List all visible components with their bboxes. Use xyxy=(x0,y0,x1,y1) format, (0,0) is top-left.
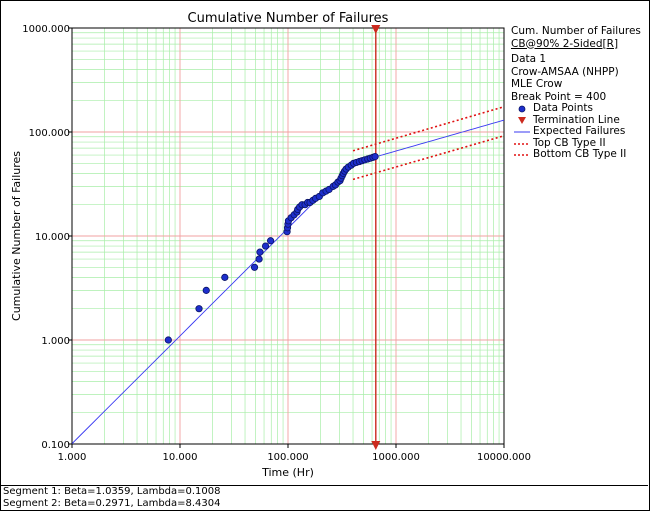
legend-subtitle: CB@90% 2-Sided[R] xyxy=(511,37,619,50)
series-layer xyxy=(72,25,505,450)
bottom-cb-line xyxy=(352,134,505,181)
legend-info-method: MLE Crow xyxy=(511,78,563,90)
data-point xyxy=(266,237,275,245)
marker-icon xyxy=(518,105,526,113)
y-axis-label: Cumulative Number of Failures xyxy=(10,151,23,321)
data-markers xyxy=(164,153,379,344)
data-point xyxy=(255,255,263,263)
x-tick-label: 10.000 xyxy=(163,452,198,463)
legend-info-model: Crow-AMSAA (NHPP) xyxy=(511,65,619,78)
y-tick-label: 0.100 xyxy=(41,440,70,451)
plot-area: 1.000 10.000 100.000 1000.000 10000.000 0.100… xyxy=(10,11,531,479)
legend-label: Top CB Type II xyxy=(533,136,606,149)
legend-label: Termination Line xyxy=(533,113,620,126)
legend-entry-bottom-cb: Bottom CB Type II xyxy=(511,148,649,161)
triangle-down-icon xyxy=(518,116,526,124)
data-point xyxy=(256,248,264,256)
legend-label: Expected Failures xyxy=(533,125,626,137)
data-point xyxy=(195,305,203,313)
status-panel: Segment 1: Beta=1.0359, Lambda=0.1008 Se… xyxy=(0,485,648,511)
chart-title: Cumulative Number of Failures xyxy=(188,11,389,26)
segment-1-text: Segment 1: Beta=1.0359, Lambda=0.1008 xyxy=(3,486,221,497)
legend-title: Cum. Number of Failures xyxy=(511,25,641,37)
legend-entry-termination-line: Termination Line xyxy=(511,113,649,127)
dotted-line-icon xyxy=(514,142,530,145)
line-icon xyxy=(514,131,530,133)
legend-label: Bottom CB Type II xyxy=(533,148,627,160)
data-point xyxy=(261,242,270,250)
dotted-line-icon xyxy=(514,154,530,156)
legend-entry-top-cb: Top CB Type II xyxy=(511,136,649,150)
termination-marker-top xyxy=(371,25,381,34)
y-tick-label: 1000.000 xyxy=(22,24,70,35)
legend-entry-data-points: Data Points xyxy=(511,102,649,115)
legend-info-data: Data 1 xyxy=(511,53,547,65)
data-point xyxy=(250,263,259,271)
y-tick-label: 100.000 xyxy=(29,128,70,139)
data-point xyxy=(371,153,379,161)
expected-failures-segment xyxy=(72,162,354,444)
termination-marker-bottom xyxy=(371,441,381,450)
y-tick-label: 1.000 xyxy=(41,336,70,347)
grid-lines xyxy=(71,27,505,445)
data-point xyxy=(221,273,229,281)
x-axis-label: Time (Hr) xyxy=(261,466,314,479)
x-tick-label: 100.000 xyxy=(267,452,308,463)
axis-ticks: 1.000 10.000 100.000 1000.000 10000.000 0.100… xyxy=(22,24,531,463)
segment-2-text: Segment 2: Beta=0.2971, Lambda=8.4304 xyxy=(3,498,221,509)
legend: Cum. Number of Failures CB@90% 2-Sided[R… xyxy=(511,25,649,161)
x-tick-label: 1.000 xyxy=(58,452,87,463)
legend-entry-expected-failures: Expected Failures xyxy=(511,125,649,138)
x-tick-label: 10000.000 xyxy=(477,452,531,463)
legend-info-breakpoint: Break Point = 400 xyxy=(511,90,607,103)
legend-label: Data Points xyxy=(533,102,593,114)
y-tick-label: 10.000 xyxy=(35,232,70,243)
data-point xyxy=(164,336,172,344)
data-point xyxy=(202,286,210,294)
top-cb-line xyxy=(352,105,505,152)
x-tick-label: 1000.000 xyxy=(372,452,420,463)
